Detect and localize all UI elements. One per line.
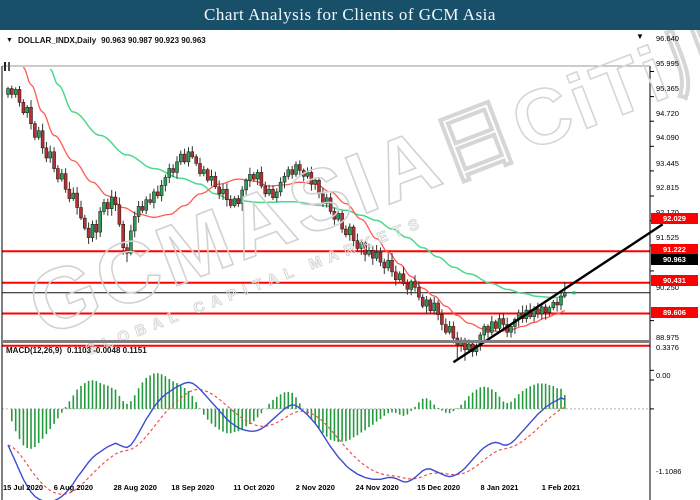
price-axis-tick: 93.445 — [656, 158, 679, 168]
macd-label: MACD(12,26,9) — [6, 346, 63, 355]
time-axis-label: 18 Sep 2020 — [171, 483, 215, 492]
price-axis-tick: 96.640 — [656, 33, 679, 43]
price-level-badge: 92.029 — [651, 212, 698, 224]
price-axis-tick: 94.090 — [656, 133, 679, 143]
chart-shift-icon[interactable]: ▼ — [636, 32, 644, 41]
current-price-badge: 90.963 — [651, 254, 698, 266]
price-axis-tick: 94.720 — [656, 108, 679, 118]
macd-axis-tick: -1.1086 — [656, 466, 682, 476]
symbol-name: DOLLAR_INDX,Daily — [17, 36, 97, 45]
macd-values: 0.1103 -0.0048 0.1151 — [67, 346, 147, 355]
time-axis-label: 6 Aug 2020 — [53, 483, 94, 492]
price-axis-tick: 91.525 — [656, 233, 679, 243]
symbol-quote: 90.963 90.987 90.923 90.963 — [101, 36, 206, 45]
time-axis-label: 15 Dec 2020 — [417, 483, 461, 492]
price-level-badge: 89.606 — [651, 307, 698, 319]
price-level-badge: 91.222 — [651, 244, 698, 256]
mini-candles-icon — [4, 62, 12, 71]
time-axis-label: 1 Feb 2021 — [541, 483, 581, 492]
price-axis-tick: 90.250 — [656, 283, 679, 293]
price-axis-tick: 92.815 — [656, 183, 679, 193]
symbol-dropdown-icon[interactable]: ▼ — [6, 36, 13, 44]
time-axis-label: 2 Nov 2020 — [295, 483, 335, 492]
time-axis-label: 15 Jul 2020 — [3, 483, 44, 492]
time-axis-label: 24 Nov 2020 — [355, 483, 399, 492]
panel-divider[interactable] — [2, 340, 650, 343]
price-level-badge: 90.431 — [651, 275, 698, 287]
page-title: Chart Analysis for Clients of GCM Asia — [204, 5, 496, 24]
price-chart-canvas[interactable] — [0, 33, 700, 500]
macd-header: MACD(12,26,9) 0.1103 -0.0048 0.1151 — [6, 346, 147, 355]
title-banner: Chart Analysis for Clients of GCM Asia — [0, 0, 700, 30]
symbol-header: ▼ DOLLAR_INDX,Daily 90.963 90.987 90.923… — [6, 36, 206, 45]
macd-axis-tick: 0.00 — [656, 371, 671, 381]
macd-axis-tick: 0.3376 — [656, 342, 679, 352]
time-axis-label: 28 Aug 2020 — [113, 483, 157, 492]
price-axis-tick: 95.995 — [656, 59, 679, 69]
price-axis-tick: 88.975 — [656, 332, 679, 342]
time-axis-label: 11 Oct 2020 — [233, 483, 275, 492]
price-axis-tick: 95.365 — [656, 83, 679, 93]
time-axis-label: 8 Jan 2021 — [480, 483, 519, 492]
